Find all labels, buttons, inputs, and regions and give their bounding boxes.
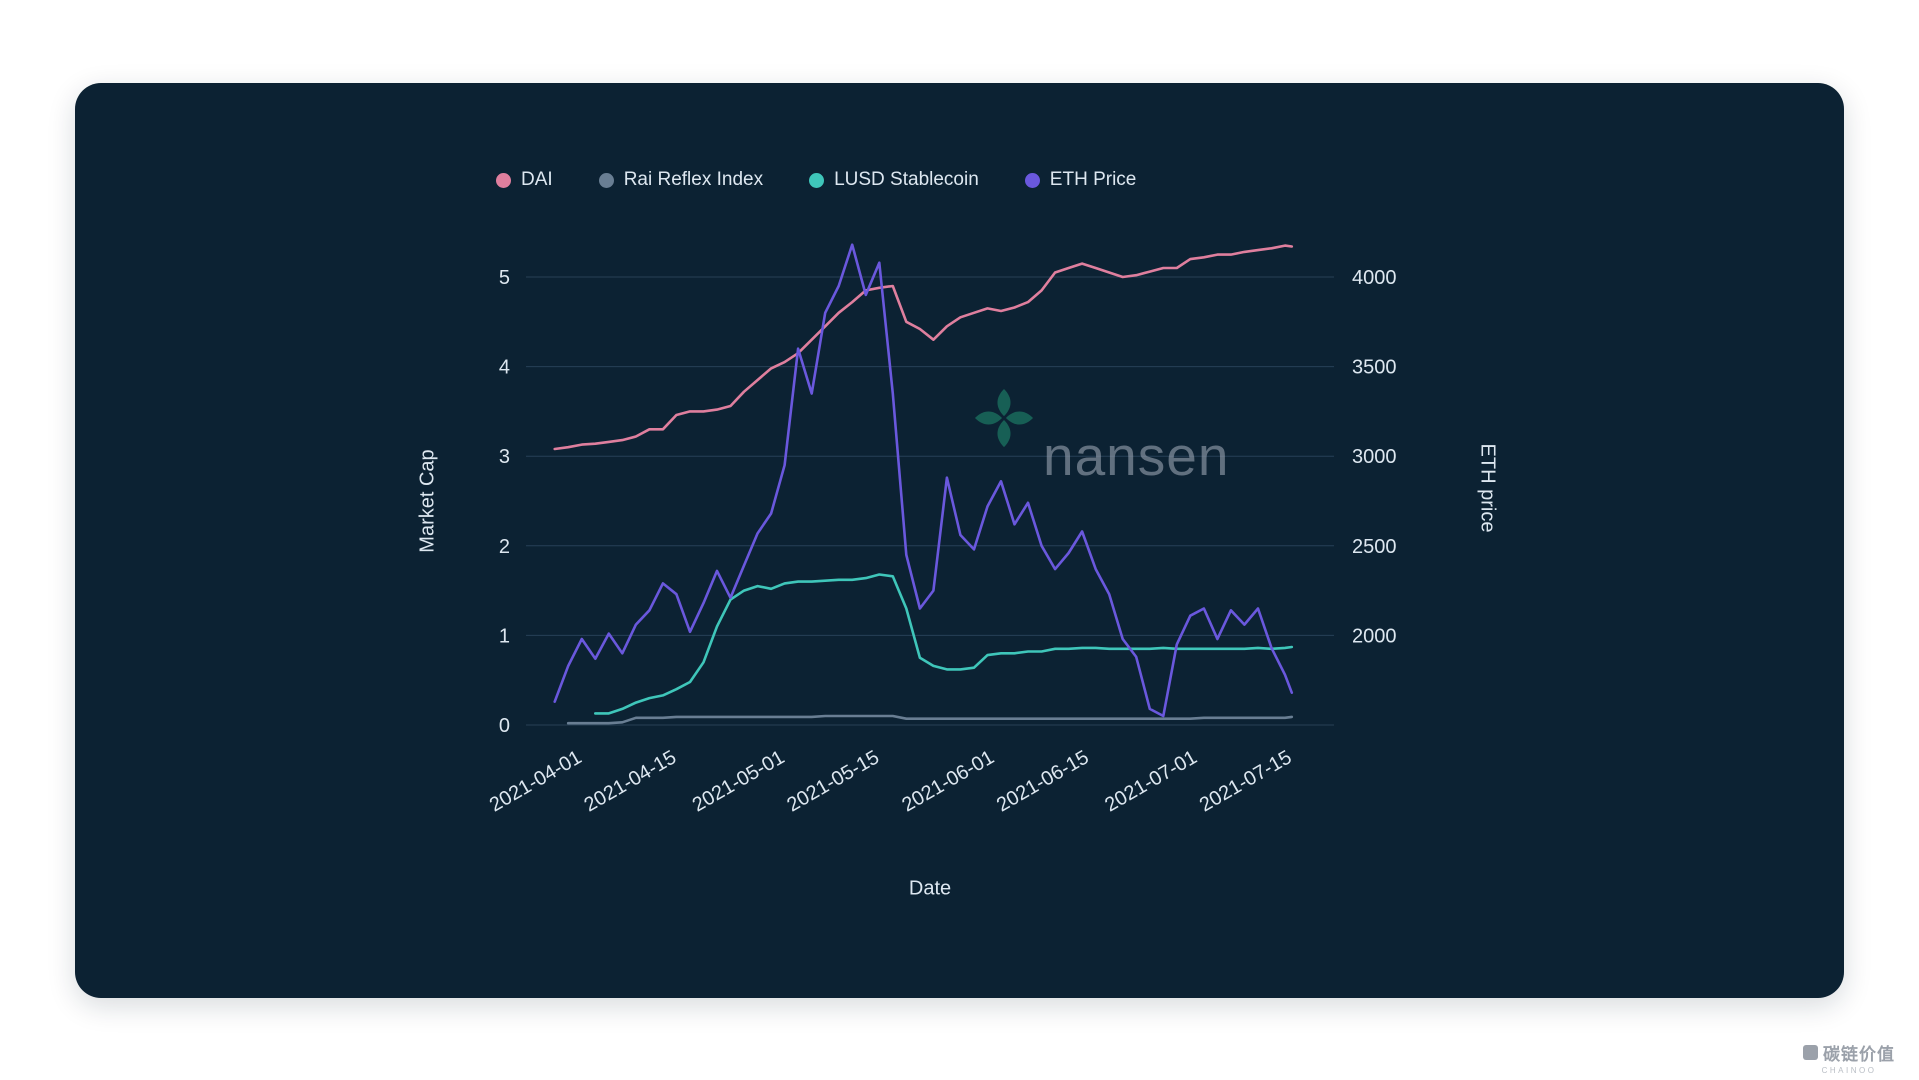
y-left-axis-title: Market Cap [416,449,439,553]
y-left-tick-label: 1 [499,625,510,647]
x-tick-label: 2021-05-01 [689,746,789,816]
y-left-tick-label: 5 [499,267,510,289]
legend-label: DAI [521,169,553,190]
chart-legend: DAI Rai Reflex Index LUSD Stablecoin ETH… [496,169,1136,191]
x-axis-title: Date [908,877,952,900]
legend-label: LUSD Stablecoin [834,169,979,190]
x-tick-label: 2021-06-01 [898,746,998,816]
corner-watermark-subtext: CHAINOO [1821,1066,1877,1075]
y-right-tick-label: 3500 [1352,357,1397,379]
lusd-legend-dot-icon [809,172,825,188]
chart-card: 0 1 2 3 4 5 2000 2500 3000 3500 4000 2021-04-01 2021… [75,83,1844,998]
rai-reflex-index-line [566,714,1294,725]
y-left-tick-label: 2 [499,536,510,558]
y-right-tick-label: 2000 [1352,625,1397,647]
legend-label: ETH Price [1049,169,1137,190]
y-right-axis-title: ETH price [1476,443,1499,533]
y-right-tick-label: 2500 [1352,536,1397,558]
x-tick-label: 2021-07-15 [1196,746,1296,816]
lusd-stablecoin-line [594,573,1294,715]
x-tick-label: 2021-05-15 [783,746,883,816]
dai-line [553,244,1294,451]
legend-item-lusd-stablecoin[interactable]: LUSD Stablecoin [809,169,979,191]
legend-item-rai-reflex-index[interactable]: Rai Reflex Index [598,169,764,191]
legend-item-eth-price[interactable]: ETH Price [1024,169,1137,191]
plot-area: 012345200025003000350040002021-04-012021… [486,243,1397,816]
corner-watermark: 碳链价值 CHAINOO [1803,1040,1895,1075]
corner-watermark-text: 碳链价值 [1823,1045,1895,1064]
legend-item-dai[interactable]: DAI [496,169,553,191]
corner-watermark-icon [1803,1045,1818,1060]
eth-legend-dot-icon [1024,172,1040,188]
legend-label: Rai Reflex Index [623,169,764,190]
x-tick-label: 2021-06-15 [993,746,1093,816]
dai-legend-dot-icon [496,172,511,188]
x-tick-label: 2021-04-01 [486,746,586,816]
x-tick-label: 2021-07-01 [1101,746,1201,816]
rai-legend-dot-icon [598,172,614,188]
y-left-tick-label: 0 [499,715,510,737]
y-left-tick-label: 3 [499,446,510,468]
y-right-tick-label: 4000 [1352,267,1397,289]
x-tick-label: 2021-04-15 [581,746,681,816]
eth-price-line [553,243,1294,718]
y-right-tick-label: 3000 [1352,446,1397,468]
y-left-tick-label: 4 [499,357,510,379]
